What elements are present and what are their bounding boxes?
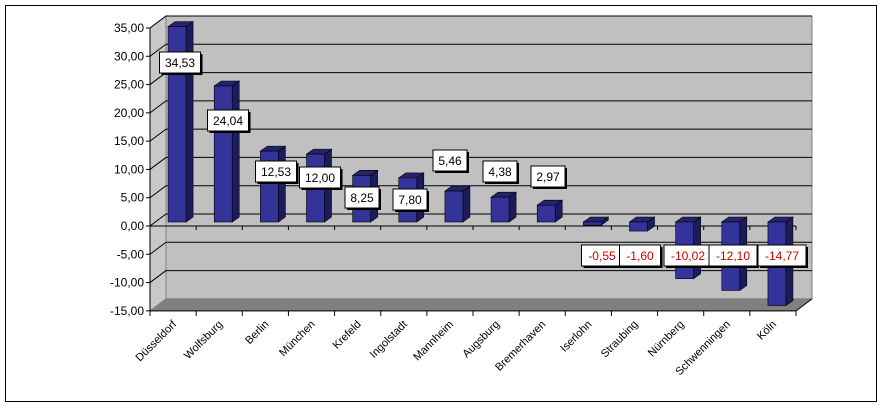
bar-wolfsburg: [213, 80, 241, 223]
bar-side: [231, 80, 240, 223]
category-label: Straubing: [599, 318, 641, 360]
y-tick-label: -10,00: [110, 276, 144, 290]
chart-frame: [5, 5, 877, 402]
bar-front: [167, 26, 187, 223]
category-label: Iserlohn: [558, 318, 594, 354]
bar-front: [536, 204, 556, 223]
bar-mannheim: [443, 185, 471, 223]
y-tick-label: 10,00: [114, 162, 144, 176]
data-label: 12,00: [305, 171, 335, 185]
data-label: 8,25: [350, 191, 374, 205]
category-label: Ingolstadt: [368, 318, 410, 360]
category-label: Augsburg: [460, 318, 502, 360]
gridline-side: [149, 185, 167, 199]
category-label: Wolfsburg: [182, 318, 225, 361]
gridline-side: [149, 43, 167, 57]
category-label: Köln: [755, 318, 779, 342]
data-label-box: [392, 188, 428, 211]
data-label: -1,60: [626, 249, 654, 263]
gridline-side: [149, 241, 167, 255]
gridline-side: [149, 270, 167, 283]
data-label-box: [482, 160, 518, 183]
bar-iserlohn: [582, 216, 610, 226]
data-label: -10,02: [671, 249, 705, 263]
data-label: 7,80: [398, 193, 422, 207]
data-label-box: [708, 244, 758, 267]
bar-front: [629, 221, 648, 232]
category-label: Krefeld: [331, 318, 364, 351]
y-tick-label: 35,00: [114, 21, 144, 35]
data-label: 5,46: [438, 154, 462, 168]
data-label-box: [432, 149, 468, 172]
bar-straubing: [628, 216, 656, 232]
data-label-box: [344, 186, 380, 209]
data-label: -0,55: [588, 249, 616, 263]
y-tick-label: 15,00: [114, 134, 144, 148]
data-label: -12,10: [716, 249, 750, 263]
floor-edge: [795, 298, 813, 312]
bar-bremerhaven: [536, 199, 564, 223]
gridline-side: [149, 15, 167, 29]
y-tick-label: 0,00: [121, 219, 145, 233]
data-label: 34,53: [165, 56, 195, 70]
bar-front: [213, 85, 233, 223]
data-label-box: [207, 109, 249, 132]
gridline-side: [149, 157, 167, 170]
y-tick-label: 30,00: [114, 49, 144, 63]
category-label: Berlin: [243, 318, 271, 346]
data-label-box: [757, 244, 807, 267]
data-label: 4,38: [488, 165, 512, 179]
bar-front: [444, 190, 464, 223]
bar-front: [583, 221, 602, 226]
bar-augsburg: [490, 191, 518, 223]
floor: [148, 298, 814, 312]
data-label-box: [619, 244, 661, 267]
y-tick-label: 5,00: [121, 191, 145, 205]
data-label: -14,77: [765, 249, 799, 263]
bar-side: [462, 185, 471, 223]
y-tick-label: 25,00: [114, 78, 144, 92]
gridline-side: [149, 100, 167, 114]
gridline-side: [149, 213, 167, 227]
bar-side: [278, 145, 286, 223]
data-label-box: [255, 160, 297, 183]
data-label: 2,97: [536, 170, 560, 184]
y-tick-label: 20,00: [114, 106, 144, 120]
data-label-box: [159, 51, 201, 74]
category-label: Mannheim: [411, 318, 456, 363]
gridline-side: [149, 128, 167, 142]
data-label-box: [530, 165, 566, 188]
category-label: München: [277, 318, 317, 358]
data-label-box: [299, 166, 341, 189]
category-label: Düsseldorf: [134, 318, 180, 364]
category-label: Nürnberg: [646, 318, 687, 359]
bar-front: [490, 196, 510, 223]
bar-berlin: [259, 145, 287, 223]
y-tick-label: -5,00: [117, 247, 145, 261]
y-tick-label: -15,00: [110, 304, 144, 318]
data-label: 12,53: [261, 165, 291, 179]
data-label: 24,04: [213, 114, 243, 128]
